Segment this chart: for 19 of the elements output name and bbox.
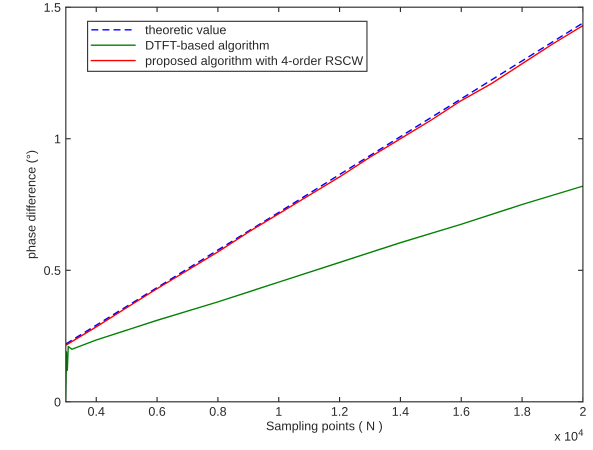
y-axis-title: phase difference (°) <box>26 150 38 258</box>
y-tick-label: 1 <box>54 134 60 144</box>
text: x 10$^{4}$ <box>554 429 584 441</box>
legend-label: proposed algorithm with 4-order RSCW <box>146 56 364 68</box>
x-tick-label: 1.6 <box>454 407 470 416</box>
x-tick-label: 2 <box>580 407 586 416</box>
legend-label: theoretic value <box>145 25 226 34</box>
y-tick-label: 0.5 <box>44 266 60 275</box>
x-tick-label: 1 <box>276 407 282 416</box>
x-tick-label: 1.8 <box>514 407 530 416</box>
y-tick-label: 1.5 <box>44 3 60 12</box>
x-axis-title: Sampling points ( N ) <box>266 421 382 433</box>
x-tick-label: 1.4 <box>392 407 409 416</box>
x-tick-label: 1.2 <box>332 407 348 416</box>
x-tick-label: 0.8 <box>210 407 226 416</box>
x-tick-label: 0.6 <box>148 407 166 416</box>
x-tick-label: 0.4 <box>88 407 105 416</box>
y-tick-label: 0 <box>54 398 60 406</box>
legend-label: DTFT-based algorithm <box>146 40 269 52</box>
